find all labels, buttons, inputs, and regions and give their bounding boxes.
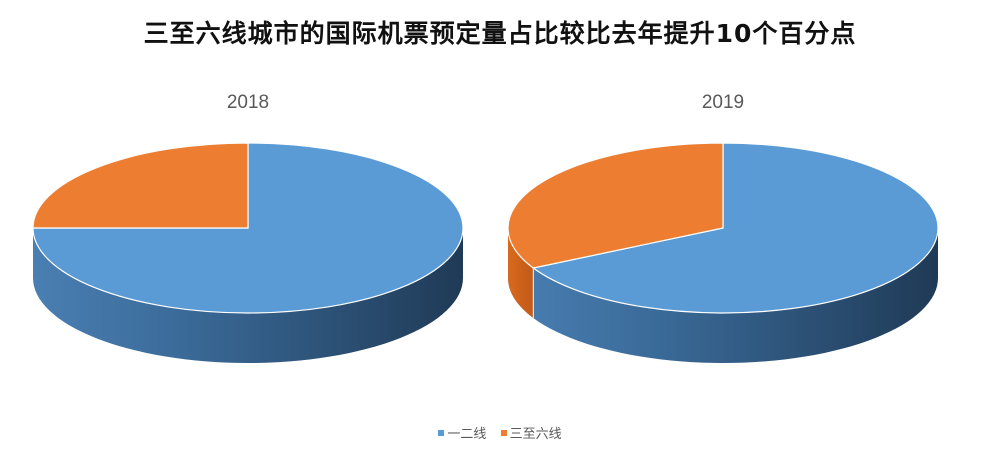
pie-2019-side-orange: [508, 228, 534, 318]
legend-label: 一二线: [447, 427, 487, 442]
pie-2019-side: [508, 228, 938, 363]
chart-title: 三至六线城市的国际机票预定量占比较比去年提升10个百分点: [143, 19, 857, 48]
legend-label: 三至六线: [509, 427, 562, 442]
pie-2018-slice-tier12: [32, 142, 464, 314]
legend-swatch-orange: [500, 429, 507, 436]
pie-2019-title: 2019: [701, 92, 745, 113]
pie-2018-title: 2018: [226, 92, 270, 113]
legend-item-tier12: 一二线: [438, 423, 486, 442]
legend-swatch-blue: [438, 429, 445, 436]
pie-2018-slice-tier36: [32, 142, 249, 229]
pie-2018: [32, 142, 464, 363]
pie-2019: [507, 142, 939, 363]
pie-2018-side: [33, 228, 463, 363]
legend: 一二线 三至六线: [0, 423, 1000, 442]
pie-2019-slice-tier36: [507, 142, 724, 269]
pie-2019-slice-tier12: [531, 142, 939, 314]
legend-item-tier36: 三至六线: [500, 423, 562, 442]
